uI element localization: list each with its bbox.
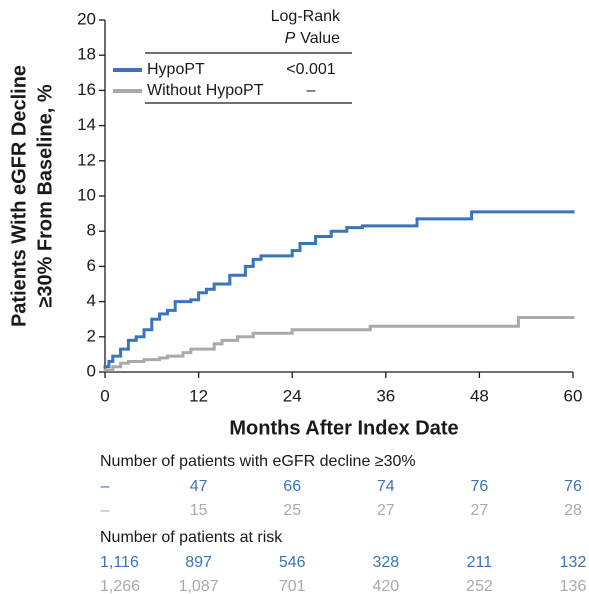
table-cell: 546 <box>279 554 306 571</box>
y-tick-label: 10 <box>77 185 96 204</box>
table-cell: 27 <box>377 502 395 519</box>
table-cell: – <box>101 502 110 519</box>
y-tick-label: 0 <box>87 361 96 380</box>
table-cell: 211 <box>467 554 493 571</box>
x-tick-label: 36 <box>376 386 395 405</box>
legend-header: Log-Rank <box>271 8 341 25</box>
table-cell: 74 <box>377 478 395 495</box>
legend-header-line: Value <box>300 30 340 47</box>
table-cell: 132 <box>560 554 587 571</box>
table-title: Number of patients with eGFR decline ≥30… <box>100 453 416 470</box>
legend-header-italic: P <box>285 30 296 47</box>
x-axis-title: Months After Index Date <box>229 417 458 439</box>
table-cell: 1,087 <box>179 578 219 594</box>
y-tick-label: 4 <box>87 291 96 310</box>
table-title: Number of patients at risk <box>100 529 283 546</box>
y-tick-label: 16 <box>77 80 96 99</box>
y-tick-label: 6 <box>87 256 96 275</box>
table-cell: 15 <box>190 502 208 519</box>
x-tick-label: 60 <box>564 386 583 405</box>
series-line <box>103 315 575 372</box>
table-cell: – <box>101 478 110 495</box>
table-cell: 420 <box>372 578 399 594</box>
table-cell: 701 <box>279 578 306 594</box>
table-cell: 76 <box>471 478 489 495</box>
table-cell: 328 <box>372 554 399 571</box>
x-tick-label: 48 <box>470 386 489 405</box>
table-cell: 47 <box>190 478 208 495</box>
table-cell: 25 <box>283 502 301 519</box>
table-cell: 252 <box>466 578 493 594</box>
table-cell: 1,116 <box>100 554 139 571</box>
legend-header: P Value <box>285 30 341 47</box>
y-axis-title: ≥30% From Baseline, % <box>34 84 56 307</box>
legend-p-value: <0.001 <box>286 61 335 78</box>
y-tick-label: 8 <box>87 221 96 240</box>
legend-label: Without HypoPT <box>147 82 264 99</box>
table-cell: 76 <box>564 478 582 495</box>
y-tick-label: 14 <box>77 115 96 134</box>
legend-p-value: – <box>307 82 316 99</box>
x-tick-label: 12 <box>189 386 208 405</box>
x-tick-label: 24 <box>283 386 302 405</box>
y-axis-title: Patients With eGFR Decline <box>8 65 30 327</box>
table-cell: 1,266 <box>100 578 140 594</box>
legend-label: HypoPT <box>147 61 205 78</box>
y-tick-label: 12 <box>77 150 96 169</box>
table-cell: 897 <box>185 554 212 571</box>
table-cell: 28 <box>564 502 582 519</box>
table-cell: 66 <box>283 478 301 495</box>
table-cell: 27 <box>471 502 489 519</box>
y-tick-label: 18 <box>77 45 96 64</box>
legend-header-line: Log-Rank <box>271 8 341 25</box>
x-tick-label: 0 <box>100 386 109 405</box>
table-cell: 136 <box>560 578 587 594</box>
series-line <box>103 210 575 369</box>
y-tick-label: 2 <box>87 326 96 345</box>
y-tick-label: 20 <box>77 9 96 28</box>
